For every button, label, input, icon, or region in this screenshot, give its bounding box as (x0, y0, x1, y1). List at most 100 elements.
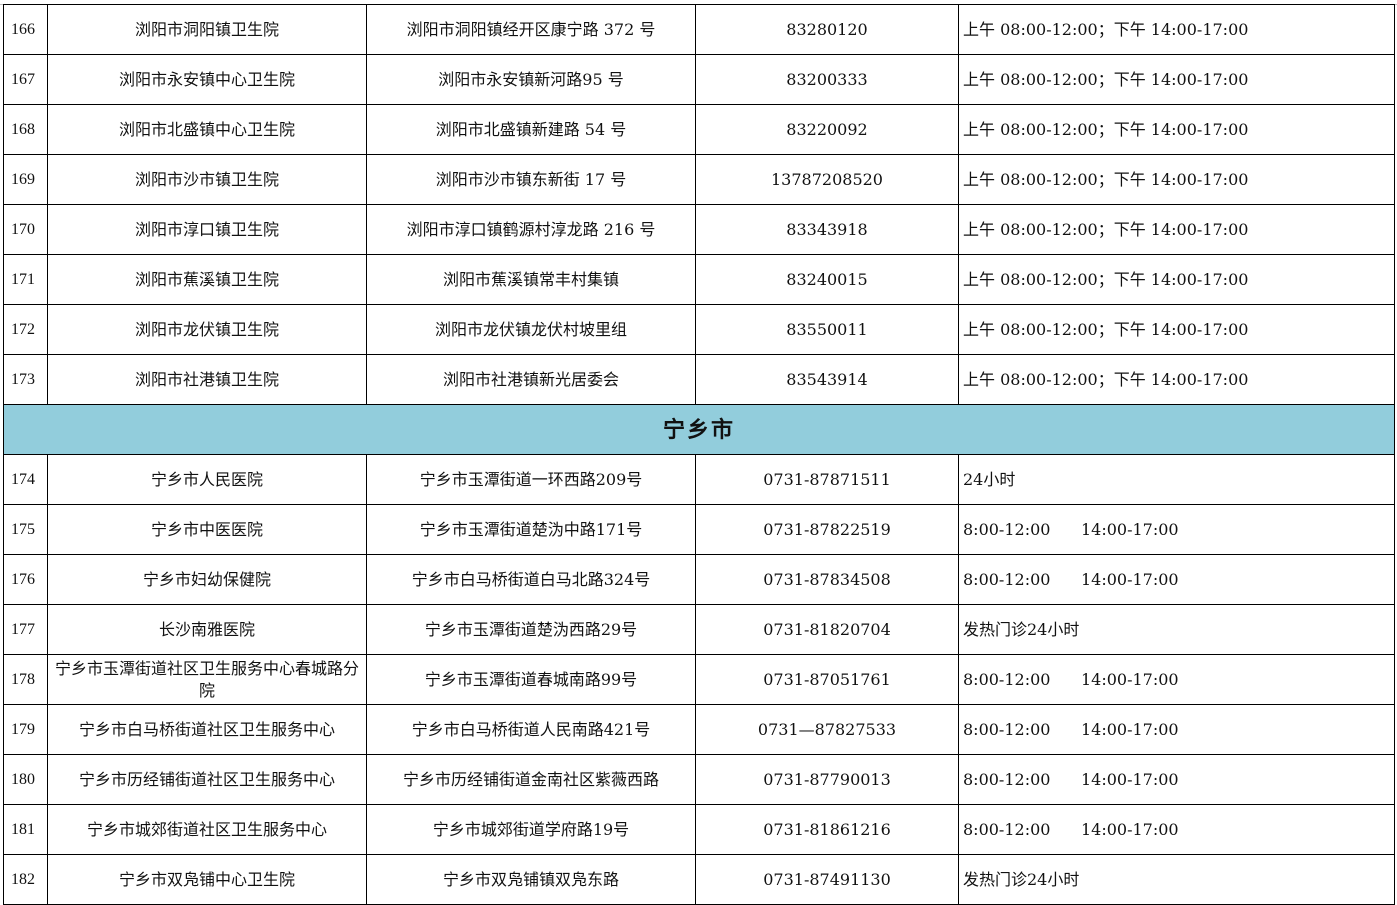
clinic-name: 宁乡市历经铺街道社区卫生服务中心 (47, 754, 367, 805)
row-number: 180 (3, 754, 48, 805)
clinic-address: 宁乡市双凫铺镇双凫东路 (366, 854, 696, 905)
clinic-phone: 0731-81820704 (695, 604, 959, 655)
clinic-phone: 83240015 (695, 254, 959, 305)
clinic-address: 浏阳市淳口镇鹤源村淳龙路 216 号 (366, 204, 696, 255)
clinic-address: 浏阳市永安镇新河路95 号 (366, 54, 696, 105)
clinic-address: 宁乡市玉潭街道春城南路99号 (366, 654, 696, 705)
row-number: 177 (3, 604, 48, 655)
clinic-address: 浏阳市社港镇新光居委会 (366, 354, 696, 405)
clinic-hours: 上午 08:00-12:00；下午 14:00-17:00 (958, 4, 1395, 55)
table-row: 170 浏阳市淳口镇卫生院 浏阳市淳口镇鹤源村淳龙路 216 号 83343918 上午… (3, 204, 1395, 255)
clinic-phone: 0731-87051761 (695, 654, 959, 705)
clinic-hours: 上午 08:00-12:00；下午 14:00-17:00 (958, 154, 1395, 205)
table-row: 168 浏阳市北盛镇中心卫生院 浏阳市北盛镇新建路 54 号 83220092 上午 0… (3, 104, 1395, 155)
clinic-address: 宁乡市玉潭街道楚沩西路29号 (366, 604, 696, 655)
row-number: 173 (3, 354, 48, 405)
table-row: 182 宁乡市双凫铺中心卫生院 宁乡市双凫铺镇双凫东路 0731-87491130 发热… (3, 854, 1395, 905)
clinic-hours: 上午 08:00-12:00；下午 14:00-17:00 (958, 304, 1395, 355)
clinic-name: 浏阳市淳口镇卫生院 (47, 204, 367, 255)
clinic-hours: 上午 08:00-12:00；下午 14:00-17:00 (958, 204, 1395, 255)
clinic-phone: 83550011 (695, 304, 959, 355)
clinic-name: 宁乡市中医医院 (47, 504, 367, 555)
clinic-hours: 上午 08:00-12:00；下午 14:00-17:00 (958, 354, 1395, 405)
clinic-hours: 8:00-12:00 14:00-17:00 (958, 654, 1395, 705)
clinic-hours: 发热门诊24小时 (958, 854, 1395, 905)
table-row: 181 宁乡市城郊街道社区卫生服务中心 宁乡市城郊街道学府路19号 0731-8186… (3, 804, 1395, 855)
clinic-address: 浏阳市沙市镇东新街 17 号 (366, 154, 696, 205)
clinic-phone: 0731-87491130 (695, 854, 959, 905)
clinic-name: 浏阳市龙伏镇卫生院 (47, 304, 367, 355)
clinic-name: 浏阳市洞阳镇卫生院 (47, 4, 367, 55)
clinic-address: 浏阳市洞阳镇经开区康宁路 372 号 (366, 4, 696, 55)
clinic-hours: 8:00-12:00 14:00-17:00 (958, 754, 1395, 805)
row-number: 182 (3, 854, 48, 905)
table-row: 169 浏阳市沙市镇卫生院 浏阳市沙市镇东新街 17 号 13787208520 上午 … (3, 154, 1395, 205)
clinic-name: 宁乡市妇幼保健院 (47, 554, 367, 605)
clinic-hours: 24小时 (958, 454, 1395, 505)
clinic-name: 浏阳市蕉溪镇卫生院 (47, 254, 367, 305)
clinic-phone: 83220092 (695, 104, 959, 155)
clinic-phone: 0731-81861216 (695, 804, 959, 855)
table-row: 167 浏阳市永安镇中心卫生院 浏阳市永安镇新河路95 号 83200333 上午 08… (3, 54, 1395, 105)
row-number: 172 (3, 304, 48, 355)
clinic-name: 浏阳市社港镇卫生院 (47, 354, 367, 405)
row-number: 171 (3, 254, 48, 305)
row-number: 174 (3, 454, 48, 505)
table-row: 173 浏阳市社港镇卫生院 浏阳市社港镇新光居委会 83543914 上午 08:00-… (3, 354, 1395, 405)
clinic-phone: 0731-87871511 (695, 454, 959, 505)
clinic-phone: 83343918 (695, 204, 959, 255)
table-row: 166 浏阳市洞阳镇卫生院 浏阳市洞阳镇经开区康宁路 372 号 83280120 上午… (3, 4, 1395, 55)
table-row: 172 浏阳市龙伏镇卫生院 浏阳市龙伏镇龙伏村坡里组 83550011 上午 08:00… (3, 304, 1395, 355)
clinic-hours: 上午 08:00-12:00；下午 14:00-17:00 (958, 254, 1395, 305)
clinic-name: 宁乡市白马桥街道社区卫生服务中心 (47, 704, 367, 755)
clinic-address: 浏阳市蕉溪镇常丰村集镇 (366, 254, 696, 305)
clinic-hours: 发热门诊24小时 (958, 604, 1395, 655)
clinic-phone: 13787208520 (695, 154, 959, 205)
clinic-name: 长沙南雅医院 (47, 604, 367, 655)
row-number: 175 (3, 504, 48, 555)
section-header-row: 宁乡市 (3, 404, 1395, 455)
row-number: 167 (3, 54, 48, 105)
row-number: 178 (3, 654, 48, 705)
clinic-hours: 8:00-12:00 14:00-17:00 (958, 554, 1395, 605)
clinic-phone: 83200333 (695, 54, 959, 105)
clinic-name: 宁乡市城郊街道社区卫生服务中心 (47, 804, 367, 855)
row-number: 169 (3, 154, 48, 205)
table-row: 176 宁乡市妇幼保健院 宁乡市白马桥街道白马北路324号 0731-87834508… (3, 554, 1395, 605)
clinic-name: 浏阳市永安镇中心卫生院 (47, 54, 367, 105)
clinic-address: 浏阳市龙伏镇龙伏村坡里组 (366, 304, 696, 355)
row-number: 181 (3, 804, 48, 855)
clinic-phone: 83543914 (695, 354, 959, 405)
clinic-hours: 上午 08:00-12:00；下午 14:00-17:00 (958, 104, 1395, 155)
table-row: 171 浏阳市蕉溪镇卫生院 浏阳市蕉溪镇常丰村集镇 83240015 上午 08:00-… (3, 254, 1395, 305)
clinic-address: 宁乡市城郊街道学府路19号 (366, 804, 696, 855)
clinic-name: 浏阳市北盛镇中心卫生院 (47, 104, 367, 155)
clinic-name: 浏阳市沙市镇卫生院 (47, 154, 367, 205)
clinic-hours: 上午 08:00-12:00；下午 14:00-17:00 (958, 54, 1395, 105)
clinic-name: 宁乡市玉潭街道社区卫生服务中心春城路分院 (47, 654, 367, 705)
clinic-address: 宁乡市玉潭街道楚沩中路171号 (366, 504, 696, 555)
table-row: 179 宁乡市白马桥街道社区卫生服务中心 宁乡市白马桥街道人民南路421号 0731—… (3, 704, 1395, 755)
row-number: 179 (3, 704, 48, 755)
section-title: 宁乡市 (3, 404, 1395, 455)
clinic-phone: 0731-87822519 (695, 504, 959, 555)
clinic-hours: 8:00-12:00 14:00-17:00 (958, 504, 1395, 555)
row-number: 170 (3, 204, 48, 255)
clinic-address: 宁乡市历经铺街道金南社区紫薇西路 (366, 754, 696, 805)
table-row: 180 宁乡市历经铺街道社区卫生服务中心 宁乡市历经铺街道金南社区紫薇西路 0731-… (3, 754, 1395, 805)
table-row: 175 宁乡市中医医院 宁乡市玉潭街道楚沩中路171号 0731-87822519 8:… (3, 504, 1395, 555)
clinic-table: 166 浏阳市洞阳镇卫生院 浏阳市洞阳镇经开区康宁路 372 号 83280120 上午… (3, 4, 1395, 905)
row-number: 166 (3, 4, 48, 55)
row-number: 168 (3, 104, 48, 155)
clinic-phone: 0731-87790013 (695, 754, 959, 805)
clinic-address: 浏阳市北盛镇新建路 54 号 (366, 104, 696, 155)
clinic-hours: 8:00-12:00 14:00-17:00 (958, 804, 1395, 855)
clinic-phone: 0731-87834508 (695, 554, 959, 605)
clinic-phone: 0731—87827533 (695, 704, 959, 755)
clinic-address: 宁乡市白马桥街道白马北路324号 (366, 554, 696, 605)
clinic-address: 宁乡市玉潭街道一环西路209号 (366, 454, 696, 505)
table-row: 177 长沙南雅医院 宁乡市玉潭街道楚沩西路29号 0731-81820704 发热门诊… (3, 604, 1395, 655)
row-number: 176 (3, 554, 48, 605)
table-row: 174 宁乡市人民医院 宁乡市玉潭街道一环西路209号 0731-87871511 24… (3, 454, 1395, 505)
clinic-phone: 83280120 (695, 4, 959, 55)
